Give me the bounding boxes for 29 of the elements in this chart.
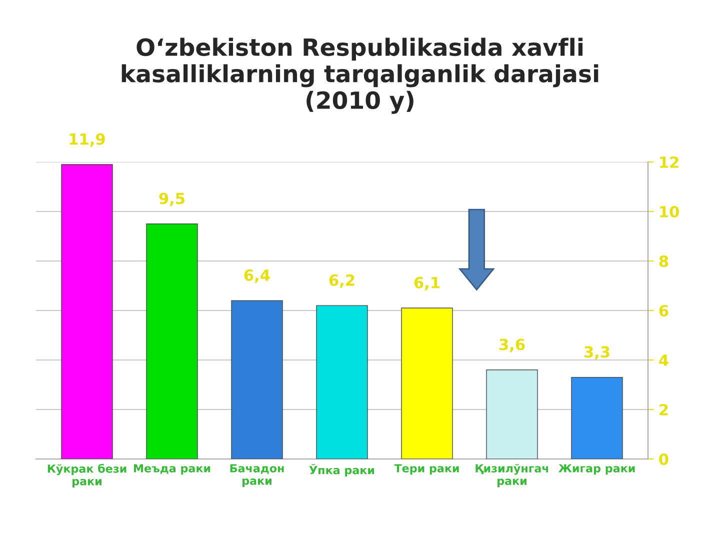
x-tick-label: Меъда раки xyxy=(134,464,210,475)
chart-title: O‘zbekiston Respublikasida xavfli kasalliklarning tarqalganlik darajasi (2010 y) xyxy=(122,38,598,114)
bar xyxy=(231,300,283,459)
data-label: 6,2 xyxy=(329,274,354,288)
x-tick-label: Кўкрак бези раки xyxy=(48,464,126,488)
data-label: 3,3 xyxy=(584,346,610,360)
data-label: 3,6 xyxy=(499,338,525,352)
x-tick-label: Ўпка раки xyxy=(309,464,374,476)
x-tick-label: Жигар раки xyxy=(558,464,635,475)
y-tick-label: 12 xyxy=(660,156,678,168)
bar xyxy=(486,370,538,459)
y-tick-label: 0 xyxy=(659,453,668,466)
data-label: 9,5 xyxy=(159,192,184,206)
bar xyxy=(571,376,623,459)
x-tick-label: Тери раки xyxy=(394,464,459,475)
data-label: 6,1 xyxy=(414,276,440,290)
bar xyxy=(146,224,198,459)
x-tick-label: Бачадон раки xyxy=(230,464,284,488)
data-label: 11,9 xyxy=(70,133,105,147)
y-tick-label: 4 xyxy=(659,354,668,366)
x-tick-label: Қизилўнгач раки xyxy=(476,464,548,488)
bar xyxy=(401,308,453,459)
y-tick-label: 2 xyxy=(660,404,668,416)
y-tick-label: 10 xyxy=(660,206,679,218)
y-tick-label: 6 xyxy=(659,304,668,317)
data-label: 6,4 xyxy=(244,269,270,283)
bar xyxy=(61,164,113,459)
bar xyxy=(316,305,368,459)
y-tick-label: 8 xyxy=(659,255,668,268)
